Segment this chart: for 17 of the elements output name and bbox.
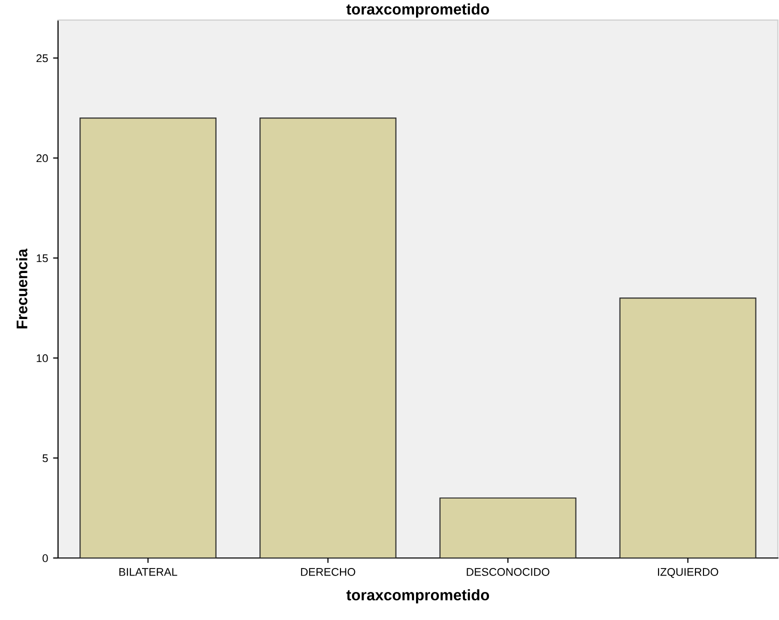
y-tick-label: 20 (36, 154, 48, 162)
y-tick-label: 5 (42, 454, 48, 462)
bar (619, 297, 756, 558)
x-tick-label: DESCONOCIDO (466, 568, 550, 576)
bar (439, 497, 576, 558)
x-tick-label: DERECHO (301, 568, 356, 576)
y-axis-title: Frecuencia (16, 248, 28, 328)
y-tick-label: 25 (36, 54, 48, 62)
y-tick-label: 0 (42, 554, 48, 562)
y-tick-label: 15 (36, 254, 48, 262)
chart-title: toraxcomprometido (346, 3, 490, 18)
x-tick-label: IZQUIERDO (658, 568, 718, 578)
bar (259, 117, 396, 558)
y-tick-label: 10 (36, 354, 48, 362)
bar (80, 117, 216, 558)
x-axis-title: toraxcomprometido (346, 589, 490, 604)
x-tick-label: BILATERAL (119, 568, 178, 576)
